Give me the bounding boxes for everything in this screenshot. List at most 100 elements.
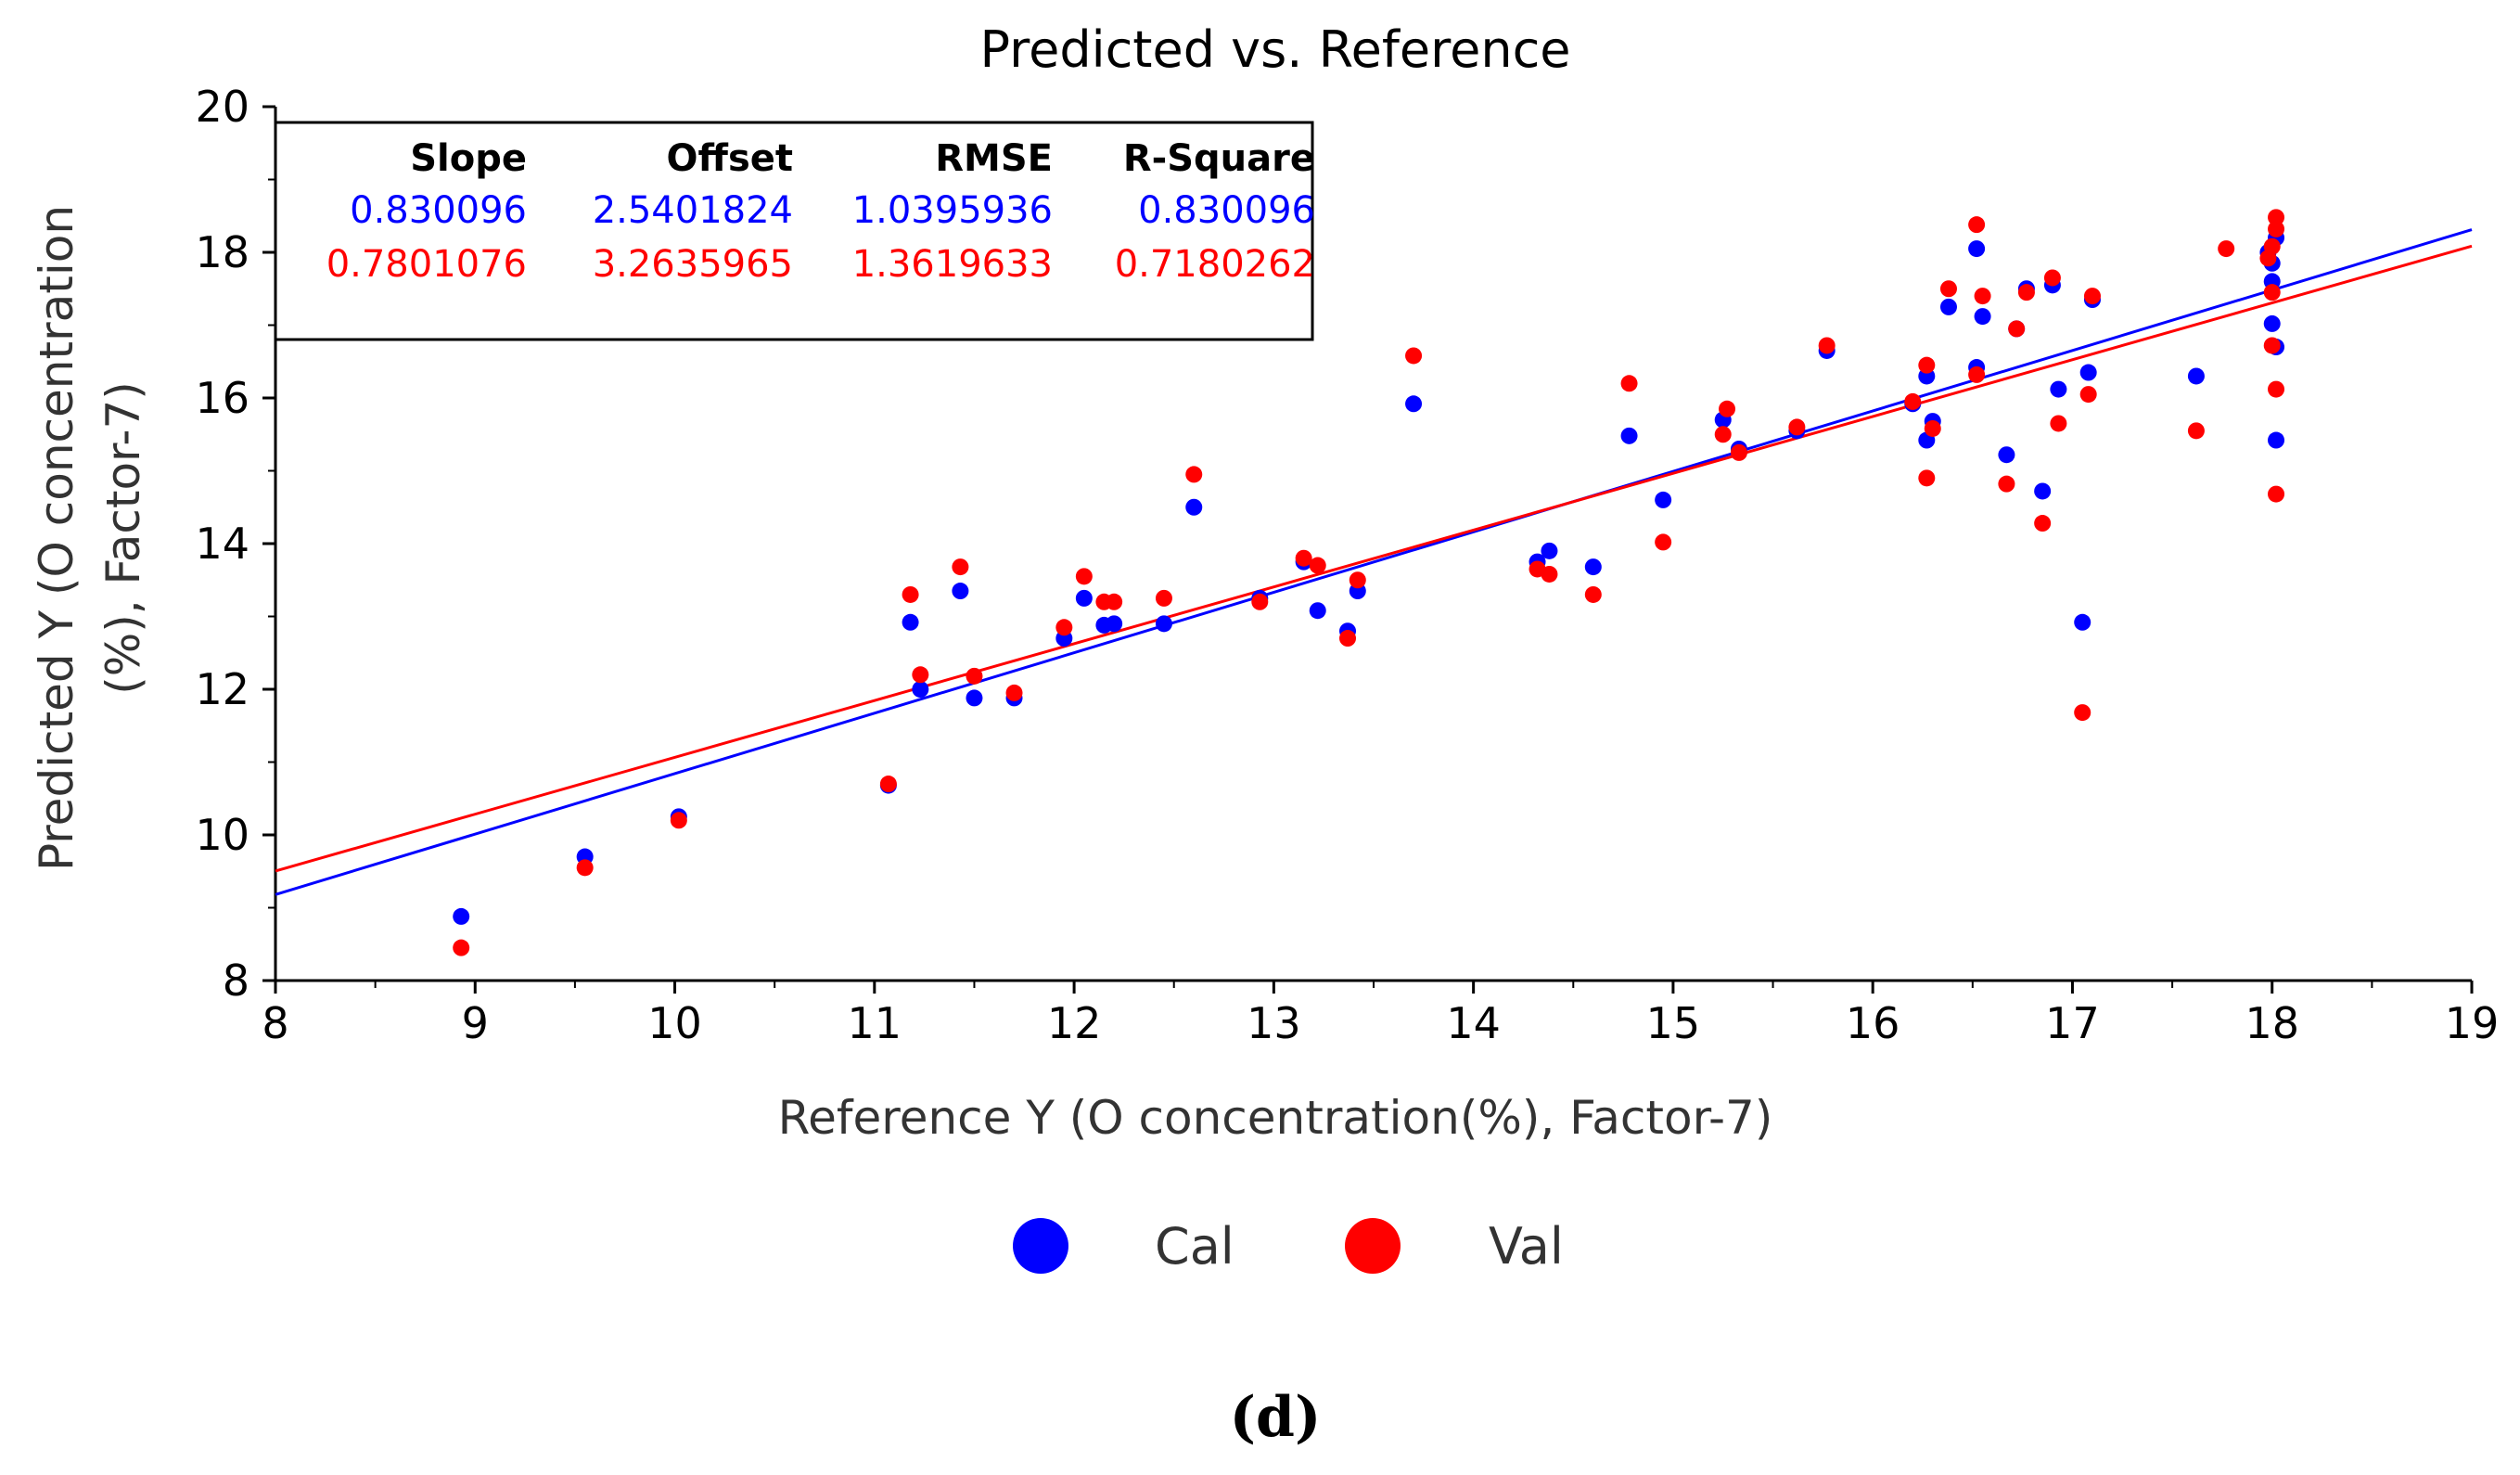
y-axis-label: Predicted Y (O concentration (%), Factor… xyxy=(30,205,150,871)
data-point-cal xyxy=(1309,602,1326,620)
data-point-cal xyxy=(1405,395,1423,413)
data-point-cal xyxy=(2050,380,2067,398)
data-point-cal xyxy=(1939,298,1957,315)
y-tick-label: 10 xyxy=(195,810,249,860)
x-tick-label: 14 xyxy=(1446,998,1501,1048)
stats-value-val: 0.7180262 xyxy=(1115,243,1315,286)
y-axis-label-line-2: (%), Factor-7) xyxy=(96,381,150,695)
data-point-val xyxy=(1155,589,1172,607)
data-point-val xyxy=(1055,619,1073,636)
stats-table: Slope Offset RMSE R-Square 0.830096 2.5401824… xyxy=(274,121,1315,341)
data-point-cal xyxy=(1620,427,1638,444)
data-point-cal xyxy=(966,689,983,707)
data-point-val xyxy=(2218,240,2235,258)
data-point-val xyxy=(1918,356,1936,374)
data-point-val xyxy=(2050,415,2067,432)
data-point-val xyxy=(1655,533,1672,551)
stats-value-cal: 1.0395936 xyxy=(852,189,1053,232)
data-point-cal xyxy=(912,681,929,698)
data-point-val xyxy=(453,939,470,956)
data-point-val xyxy=(2074,704,2091,722)
y-tick-label: 16 xyxy=(195,373,249,423)
plot-area: 8 9 10 11 12 13 14 15 16 17 18 19 8 10 12 14 16 18 20 xyxy=(195,82,2499,1048)
data-point-val xyxy=(1620,375,1638,392)
data-point-val xyxy=(902,585,919,603)
x-tick-label: 8 xyxy=(262,998,288,1048)
data-point-cal xyxy=(2079,364,2097,381)
x-tick-label: 10 xyxy=(647,998,702,1048)
regression-line-val xyxy=(275,244,2473,873)
data-point-val xyxy=(1075,568,1093,585)
data-point-cal xyxy=(1106,615,1123,633)
data-point-val xyxy=(576,859,594,877)
x-tick-label: 18 xyxy=(2245,998,2299,1048)
data-point-val xyxy=(2008,320,2026,338)
data-point-cal xyxy=(1655,491,1672,508)
y-tick-label: 8 xyxy=(223,956,249,1006)
data-point-val xyxy=(2017,284,2035,301)
data-point-val xyxy=(2083,288,2101,305)
x-tick-label: 13 xyxy=(1247,998,1301,1048)
y-tick-label: 14 xyxy=(195,519,249,569)
data-point-val xyxy=(1106,593,1123,610)
legend-marker-val xyxy=(1345,1218,1401,1274)
data-point-val xyxy=(2263,337,2281,354)
stats-value-cal: 0.830096 xyxy=(350,189,527,232)
data-point-cal xyxy=(1974,308,1991,326)
legend-label-cal: Cal xyxy=(1155,1217,1234,1276)
data-point-cal xyxy=(1185,498,1203,516)
stats-value-cal: 0.830096 xyxy=(1138,189,1315,232)
data-point-val xyxy=(2263,284,2281,301)
data-point-val xyxy=(1309,557,1326,574)
x-tick-label: 19 xyxy=(2445,998,2500,1048)
data-point-val xyxy=(879,776,897,793)
data-point-val xyxy=(1349,571,1366,589)
stats-header: Offset xyxy=(667,137,793,180)
data-point-val xyxy=(1295,549,1312,567)
x-axis-label: Reference Y (O concentration(%), Factor-… xyxy=(778,1091,1773,1145)
data-point-val xyxy=(1339,630,1357,648)
panel-label: (d) xyxy=(1230,1385,1322,1450)
legend: Cal Val xyxy=(1013,1217,1564,1276)
data-point-val xyxy=(1405,347,1423,365)
data-point-val xyxy=(1730,443,1747,461)
stats-value-val: 3.2635965 xyxy=(593,243,793,286)
data-point-val xyxy=(1788,418,1806,436)
data-point-cal xyxy=(1075,589,1093,607)
data-point-val xyxy=(1998,475,2015,493)
data-point-cal xyxy=(1155,615,1172,633)
x-tick-label: 9 xyxy=(462,998,489,1048)
x-tick-label: 12 xyxy=(1047,998,1102,1048)
data-point-val xyxy=(670,812,687,829)
data-point-val xyxy=(1251,593,1269,610)
data-point-val xyxy=(2187,422,2205,440)
data-point-val xyxy=(1918,469,1936,487)
data-point-val xyxy=(2263,237,2281,255)
x-tick-label: 16 xyxy=(1846,998,1900,1048)
legend-marker-cal xyxy=(1013,1218,1068,1274)
stats-value-val: 1.3619633 xyxy=(852,243,1053,286)
data-point-val xyxy=(1924,419,1941,437)
data-point-val xyxy=(1584,585,1602,603)
chart-title: Predicted vs. Reference xyxy=(979,20,1570,79)
data-point-val xyxy=(2268,485,2285,503)
y-tick-label: 12 xyxy=(195,664,249,714)
stats-header: Slope xyxy=(410,137,527,180)
data-point-cal xyxy=(2034,482,2052,500)
data-point-cal xyxy=(1968,240,1986,258)
x-tick-label: 15 xyxy=(1646,998,1701,1048)
data-point-val xyxy=(1968,366,1986,383)
stats-header: RMSE xyxy=(935,137,1053,180)
stats-header: R-Square xyxy=(1123,137,1315,180)
data-point-val xyxy=(1714,426,1732,443)
data-point-cal xyxy=(1541,542,1558,559)
data-point-cal xyxy=(2074,613,2091,631)
x-tick-label: 17 xyxy=(2045,998,2100,1048)
legend-label-val: Val xyxy=(1489,1217,1564,1276)
x-tick-label: 11 xyxy=(848,998,902,1048)
stats-value-cal: 2.5401824 xyxy=(593,189,793,232)
stats-table-frame xyxy=(274,121,1314,341)
data-point-val xyxy=(1904,392,1922,410)
